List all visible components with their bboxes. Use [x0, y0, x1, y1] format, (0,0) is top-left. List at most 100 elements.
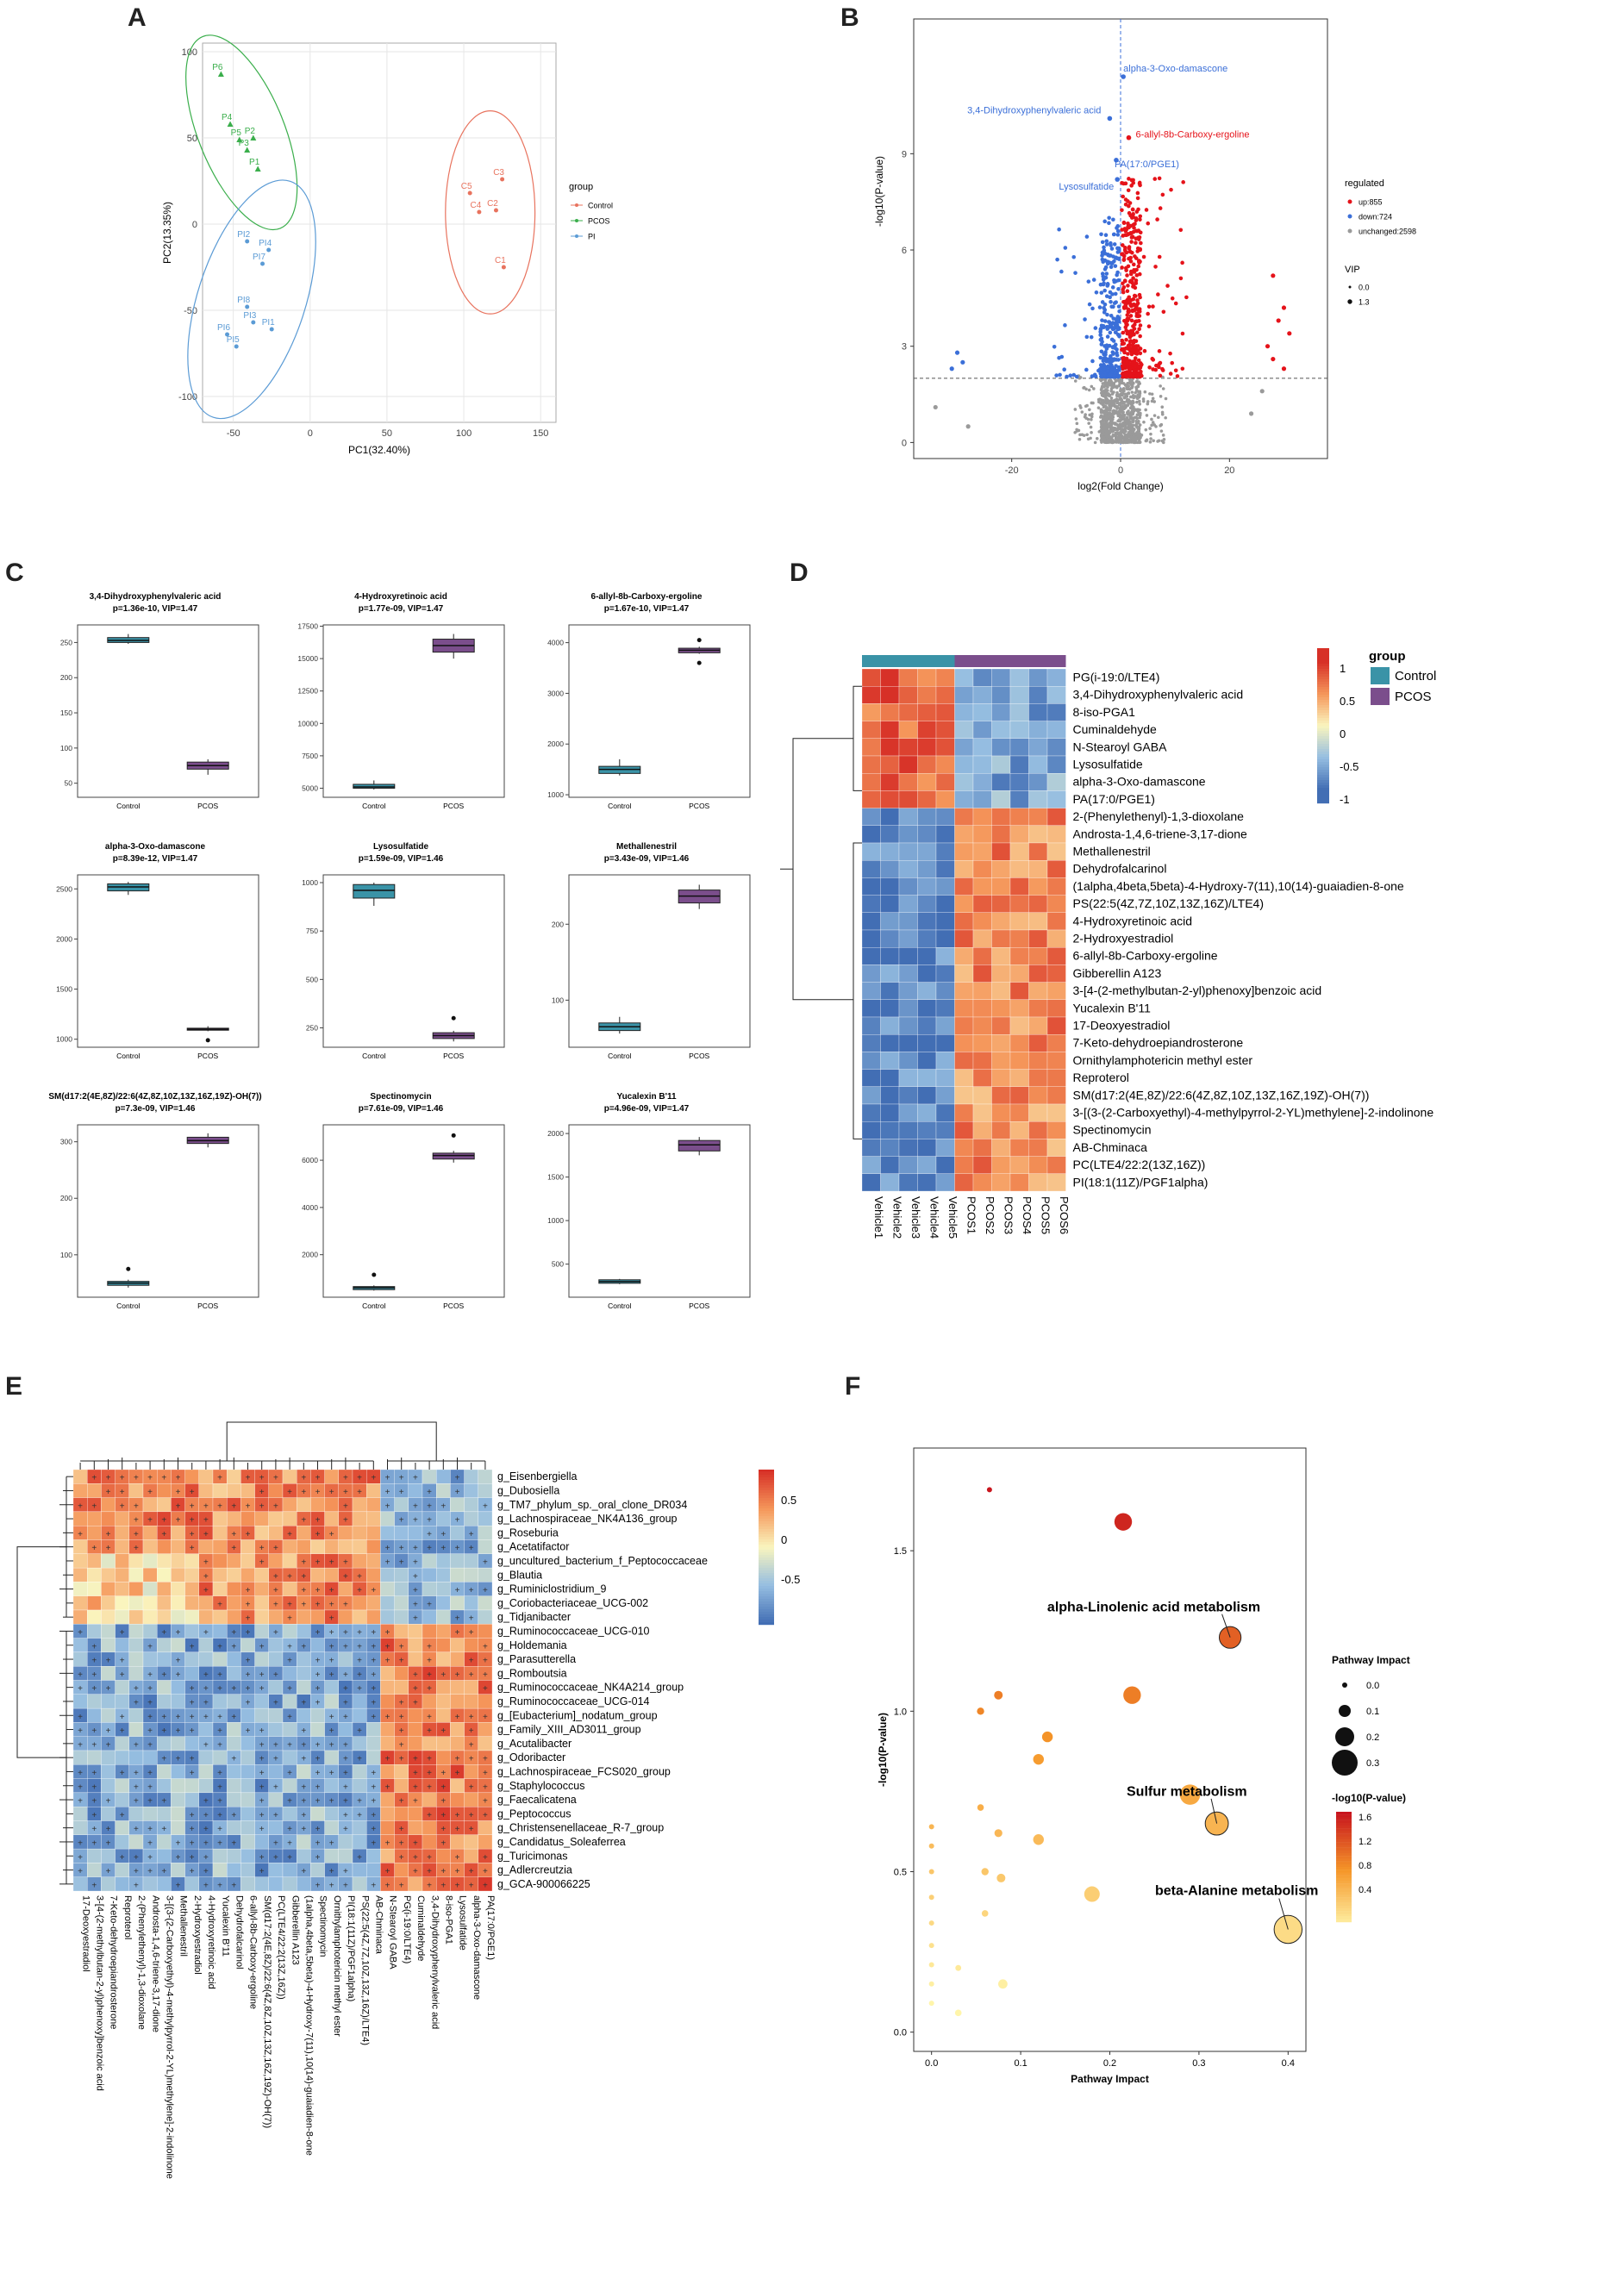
metabolite-label: alpha-3-Oxo-damascone — [1123, 64, 1227, 74]
heatmap-cell — [861, 1121, 881, 1139]
significance-marker: + — [246, 1586, 251, 1595]
color-scale-step — [1336, 1861, 1352, 1864]
volcano-point-up — [1139, 240, 1143, 246]
y-tick-label: 200 — [60, 1194, 72, 1202]
volcano-point-unchanged — [1112, 390, 1115, 394]
legend-dot-pi — [575, 234, 578, 238]
color-scale-step — [1317, 690, 1329, 693]
heatmap-cell — [1009, 1034, 1029, 1052]
volcano-point-up — [1157, 176, 1162, 181]
volcano-point-unchanged — [1106, 409, 1109, 412]
correlation-cell — [101, 1807, 116, 1821]
pca-point-control — [477, 209, 482, 215]
color-scale-step — [1336, 1856, 1352, 1859]
correlation-cell — [184, 1609, 199, 1625]
correlation-cell — [240, 1764, 255, 1779]
significance-marker: + — [78, 1853, 83, 1863]
heatmap-cell — [1046, 860, 1066, 878]
legend-label: Control — [1395, 669, 1436, 684]
correlation-cell — [408, 1820, 423, 1835]
correlation-cell — [352, 1595, 367, 1611]
volcano-point-down — [1112, 357, 1117, 361]
color-scale-step — [759, 1485, 774, 1489]
pathway-bubble — [1273, 1914, 1303, 1945]
heatmap-row-label: g_Lachnospiraceae_FCS020_group — [497, 1766, 671, 1778]
significance-marker: + — [273, 1474, 278, 1483]
significance-marker: + — [190, 1811, 195, 1820]
significance-marker: + — [176, 1713, 181, 1722]
color-scale-step — [1336, 1886, 1352, 1889]
volcano-point-up — [1146, 311, 1150, 316]
significance-marker: + — [301, 1782, 306, 1792]
volcano-point-up — [1120, 347, 1124, 352]
color-scale-step — [1317, 713, 1329, 716]
significance-marker: + — [259, 1782, 265, 1792]
significance-marker: + — [147, 1839, 153, 1849]
heatmap-column-label: N-Stearoyl GABA — [388, 1895, 398, 1970]
heatmap-cell — [1009, 773, 1029, 791]
correlation-cell — [324, 1469, 339, 1484]
volcano-point-up — [1121, 360, 1126, 365]
volcano-point-down — [1113, 370, 1118, 375]
correlation-cell — [394, 1863, 409, 1877]
volcano-point-down — [1114, 364, 1118, 368]
significance-marker: + — [203, 1628, 209, 1638]
heatmap-row-label: PC(LTE4/22:2(13Z,16Z)) — [1073, 1158, 1206, 1171]
correlation-cell — [101, 1553, 116, 1569]
volcano-point-down — [1117, 366, 1121, 371]
heatmap-cell — [991, 1069, 1011, 1087]
significance-marker: + — [91, 1474, 97, 1483]
panel-label-a: A — [128, 3, 147, 32]
volcano-point-up — [1146, 221, 1151, 226]
significance-marker: + — [413, 1839, 418, 1849]
correlation-cell — [450, 1834, 465, 1850]
color-scale-label: 0 — [1340, 727, 1346, 740]
volcano-point-down — [1071, 372, 1077, 378]
significance-marker: + — [469, 1726, 474, 1736]
heatmap-cell — [935, 1034, 955, 1052]
volcano-point-unchanged — [1110, 403, 1115, 408]
significance-marker: + — [287, 1684, 292, 1694]
size-legend-label: 0.0 — [1366, 1681, 1379, 1691]
significance-marker: + — [106, 1474, 111, 1483]
correlation-cell — [87, 1750, 102, 1765]
x-tick-label: 0.3 — [1192, 2058, 1205, 2069]
volcano-point-down — [1059, 269, 1064, 274]
volcano-point-unchanged — [1164, 415, 1167, 420]
significance-marker: + — [301, 1825, 306, 1834]
pca-point-pcos — [217, 71, 224, 77]
significance-marker: + — [357, 1572, 362, 1582]
correlation-cell — [297, 1848, 311, 1863]
color-scale-step — [1317, 653, 1329, 657]
correlation-cell — [352, 1539, 367, 1554]
significance-marker: + — [287, 1825, 292, 1834]
volcano-point-down — [1115, 233, 1121, 237]
color-scale-step — [1336, 1814, 1352, 1818]
heatmap-cell — [861, 1103, 881, 1122]
y-tick-label: 250 — [306, 1024, 318, 1033]
pathway-bubble — [928, 1920, 934, 1926]
volcano-point-unchanged — [1082, 386, 1085, 390]
color-scale-step — [1317, 697, 1329, 701]
y-tick-label: 1500 — [56, 985, 72, 994]
volcano-point-up — [1130, 342, 1134, 347]
color-scale-step — [1317, 684, 1329, 688]
heatmap-cell — [991, 1052, 1011, 1070]
significance-marker: + — [217, 1881, 222, 1890]
significance-marker: + — [259, 1474, 265, 1483]
volcano-point-up — [1135, 249, 1140, 253]
correlation-cell — [184, 1582, 199, 1596]
significance-marker: + — [134, 1474, 139, 1483]
volcano-point-unchanged — [1145, 414, 1149, 417]
volcano-point-down — [1099, 349, 1104, 354]
correlation-cell — [157, 1553, 172, 1569]
volcano-point-unchanged — [1104, 400, 1108, 403]
volcano-point-down — [1112, 242, 1117, 247]
pathway-bubble — [954, 2009, 962, 2017]
color-scale-step — [759, 1622, 774, 1626]
correlation-cell — [157, 1694, 172, 1709]
volcano-point-up — [1146, 324, 1152, 328]
volcano-point-unchanged — [1127, 440, 1132, 444]
boxplot-title: Lysosulfatide — [373, 842, 429, 852]
volcano-point-unchanged — [1085, 433, 1089, 437]
